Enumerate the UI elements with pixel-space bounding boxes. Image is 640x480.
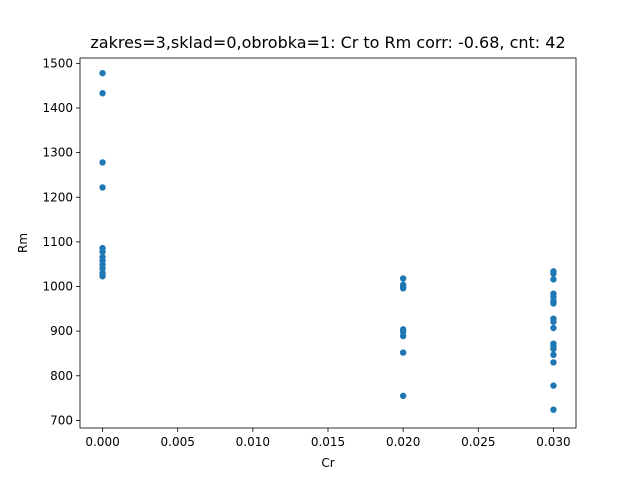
points-layer	[99, 69, 557, 413]
plot-frame	[79, 57, 577, 429]
y-tick-label: 700	[50, 413, 73, 427]
data-point	[550, 382, 557, 389]
data-point	[99, 159, 106, 166]
data-point	[550, 351, 557, 358]
y-tick-label: 1000	[42, 280, 73, 294]
y-tick-label: 1200	[42, 190, 73, 204]
data-point	[550, 300, 557, 307]
y-tick-label: 1500	[42, 56, 73, 70]
data-point	[550, 270, 557, 277]
data-point	[99, 184, 106, 191]
data-point	[550, 318, 557, 325]
y-axis-ticks: 700 800 900 1000 1100 1200 1300 1400 1500	[42, 56, 80, 427]
data-point	[399, 285, 407, 292]
x-tick-label: 0.005	[161, 435, 195, 449]
data-point	[99, 273, 106, 280]
x-axis-label: Cr	[321, 456, 334, 470]
data-point	[399, 275, 407, 282]
y-tick-label: 1300	[42, 146, 73, 160]
data-point	[99, 248, 106, 255]
data-point	[550, 345, 557, 353]
data-point	[99, 265, 106, 272]
x-axis-ticks: 0.000 0.005 0.010 0.015 0.020 0.025 0.030	[85, 428, 571, 449]
data-point	[99, 90, 106, 97]
data-point	[550, 324, 557, 332]
data-point	[99, 69, 106, 77]
data-point	[550, 359, 557, 366]
plot-area	[80, 58, 576, 428]
y-axis-label: Rm	[16, 233, 30, 253]
x-tick-label: 0.025	[461, 435, 495, 449]
x-tick-label: 0.030	[536, 435, 570, 449]
data-point	[550, 406, 557, 413]
x-tick-label: 0.010	[236, 435, 270, 449]
y-tick-label: 900	[50, 324, 73, 338]
y-tick-label: 1100	[42, 235, 73, 249]
data-point	[399, 332, 407, 340]
chart-title: zakres=3,sklad=0,obrobka=1: Cr to Rm cor…	[90, 33, 565, 52]
x-tick-label: 0.000	[85, 435, 119, 449]
x-tick-label: 0.020	[386, 435, 420, 449]
y-tick-label: 1400	[42, 101, 73, 115]
data-point	[399, 349, 407, 356]
data-point	[550, 276, 557, 283]
data-point	[399, 392, 407, 400]
y-tick-label: 800	[50, 369, 73, 383]
x-tick-label: 0.015	[311, 435, 345, 449]
